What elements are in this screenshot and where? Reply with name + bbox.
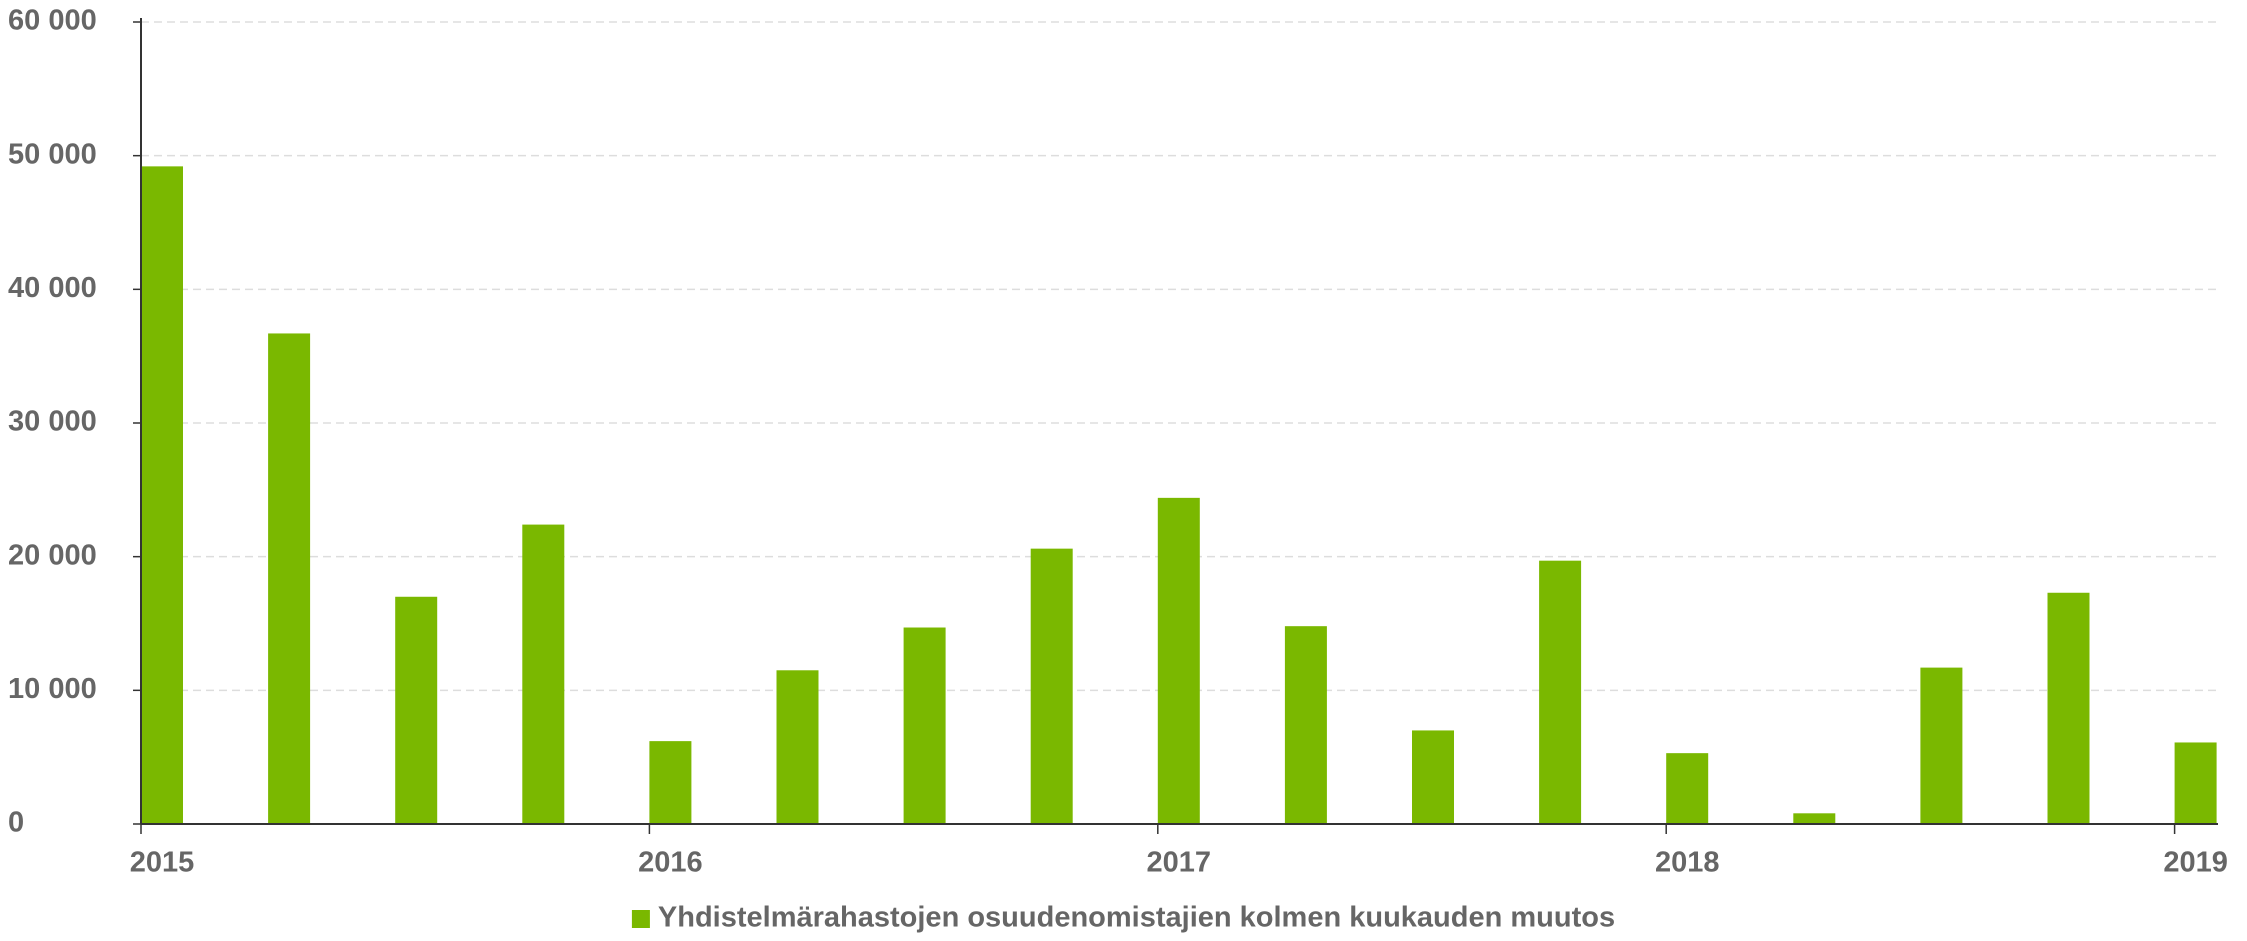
bar <box>776 670 819 824</box>
bar <box>1793 813 1836 824</box>
y-tick-label: 40 000 <box>8 272 97 304</box>
bar <box>1412 730 1454 824</box>
y-tick-label: 60 000 <box>8 5 97 37</box>
bar <box>141 166 183 825</box>
x-tick-label: 2016 <box>638 847 703 879</box>
bar <box>2174 742 2217 824</box>
y-tick-label: 30 000 <box>8 406 97 438</box>
bar <box>395 596 438 824</box>
y-tick-label: 20 000 <box>8 539 97 571</box>
bar <box>2047 592 2090 824</box>
bar <box>1157 497 1200 824</box>
x-tick-label: 2018 <box>1655 847 1720 879</box>
bar <box>1920 667 1963 824</box>
legend-swatch <box>631 910 650 928</box>
x-tick-label: 2019 <box>2163 847 2228 879</box>
x-tick-label: 2017 <box>1147 847 1212 879</box>
bar <box>522 524 565 824</box>
y-tick-label: 0 <box>8 807 24 839</box>
bar <box>1284 626 1327 824</box>
bar <box>1030 548 1073 824</box>
bar <box>649 741 692 824</box>
legend-label: Yhdistelmärahastojen osuudenomistajien k… <box>658 902 1615 934</box>
bar <box>1539 560 1582 824</box>
y-tick-label: 50 000 <box>8 138 97 170</box>
y-tick-label: 10 000 <box>8 673 97 705</box>
bar <box>1666 753 1709 824</box>
bar <box>268 333 311 824</box>
bar <box>903 627 946 824</box>
x-tick-label: 2015 <box>130 847 195 879</box>
